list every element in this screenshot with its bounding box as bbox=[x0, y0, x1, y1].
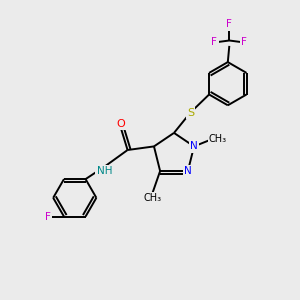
Text: N: N bbox=[190, 141, 198, 152]
Text: N: N bbox=[184, 166, 192, 176]
Text: O: O bbox=[117, 118, 125, 129]
Text: F: F bbox=[242, 37, 247, 47]
Text: F: F bbox=[226, 19, 232, 29]
Text: F: F bbox=[212, 37, 217, 47]
Text: NH: NH bbox=[97, 166, 112, 176]
Text: S: S bbox=[187, 107, 194, 118]
Text: F: F bbox=[44, 212, 50, 221]
Text: CH₃: CH₃ bbox=[144, 193, 162, 203]
Text: CH₃: CH₃ bbox=[209, 134, 227, 144]
